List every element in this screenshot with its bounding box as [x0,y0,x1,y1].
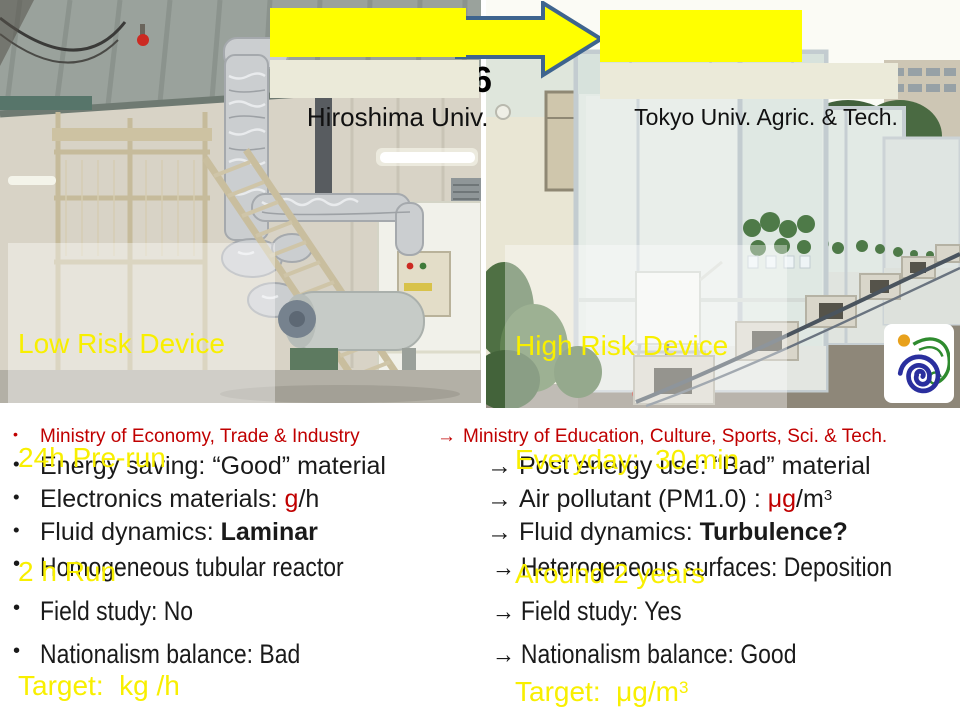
bullet-right-nationalism: → Nationalism balance: Good [492,639,797,669]
right-photo-caption: High Risk Device Everyday: 30 min Around… [505,245,787,707]
bullet-left-materials: Electronics materials: g/h [40,485,320,513]
bullet-right-ministry: → Ministry of Education, Culture, Sports,… [437,426,888,447]
bullet-right-energy: → Post energy use: “Bad” material [487,452,871,480]
right-caption-line3: Around 2 years [515,558,705,589]
bullet-row-reactor: • Homogeneous tubular reactor → Heterogen… [0,552,960,586]
right-caption-line2: Everyday: 30 min [515,444,740,475]
bullet-row-energy: • Energy saving: “Good” material → Post e… [0,452,960,486]
bullet-right-materials: → Air pollutant (PM1.0) : μg/m3 [487,485,833,513]
bullet-left-field-study: Field study: No [40,596,194,626]
bullet-row-field-study: • Field study: No → Field study: Yes [0,596,960,630]
bullet-dot: • [13,553,21,575]
left-caption-line1: Low Risk Device [18,328,225,359]
left-caption-line3: 2 h Run [18,556,117,587]
bullet-dot: • [13,597,21,619]
spiral-swirl-logo-icon [884,324,954,403]
arrow-icon: → [487,452,512,480]
bullet-right-field-study: → Field study: Yes [492,596,682,626]
arrow-icon: → [492,596,515,626]
left-institution-label: Hiroshima Univ. [270,60,488,132]
bullet-right-fluid: → Fluid dynamics: Turbulence? [487,518,848,546]
bullet-dot: • [13,453,20,474]
right-period-label: 2008-2013 [600,10,822,105]
left-period-label: 2001-2006 [270,8,492,100]
right-caption-line1: High Risk Device [515,330,729,361]
bullet-row-fluid-dynamics: • Fluid dynamics: Laminar → Fluid dynamic… [0,518,960,552]
right-institution-label: Tokyo Univ. Agric. & Tech. [600,63,898,130]
left-photo-caption: Low Risk Device 24h Pre-run 2 h Run Targ… [8,243,275,701]
superscript-3: 3 [823,487,833,504]
arrow-icon: → [492,639,515,669]
arrow-icon: → [487,518,512,546]
right-caption-line4: Target: μg/m3 [515,676,689,707]
arrow-icon: → [487,485,512,513]
bullet-left-nationalism: Nationalism balance: Bad [40,639,301,669]
bullet-dot: • [13,486,20,507]
right-photo-illustration [486,0,960,408]
bullet-row-nationalism: • Nationalism balance: Bad → Nationalism … [0,639,960,673]
bullet-dot: • [13,427,18,443]
right-photo-field-chambers [486,0,960,408]
left-institution-text: Hiroshima Univ. [306,102,489,132]
right-block-arrow-icon [453,0,605,84]
right-institution-text: Tokyo Univ. Agric. & Tech. [634,104,898,130]
bullet-left-fluid: Fluid dynamics: Laminar [40,518,318,546]
bullet-left-reactor: Homogeneous tubular reactor [40,552,344,582]
bullet-row-materials: • Electronics materials: g/h → Air pollut… [0,485,960,519]
bullet-dot: • [13,519,20,540]
right-caption-superscript: 3 [678,678,689,697]
bullet-row-ministry: • Ministry of Economy, Trade & Industry … [0,426,960,460]
bullet-left-energy: Energy saving: “Good” material [40,452,386,480]
bullet-dot: • [13,640,21,662]
bullet-right-reactor: → Heterogeneous surfaces: Deposition [492,552,893,582]
bullet-left-ministry: Ministry of Economy, Trade & Industry [40,426,360,447]
arrow-icon: → [492,552,515,582]
arrow-icon: → [437,426,456,447]
left-caption-line2: 24h Pre-run [18,442,166,473]
left-caption-line4: Target: kg /h [18,670,180,701]
